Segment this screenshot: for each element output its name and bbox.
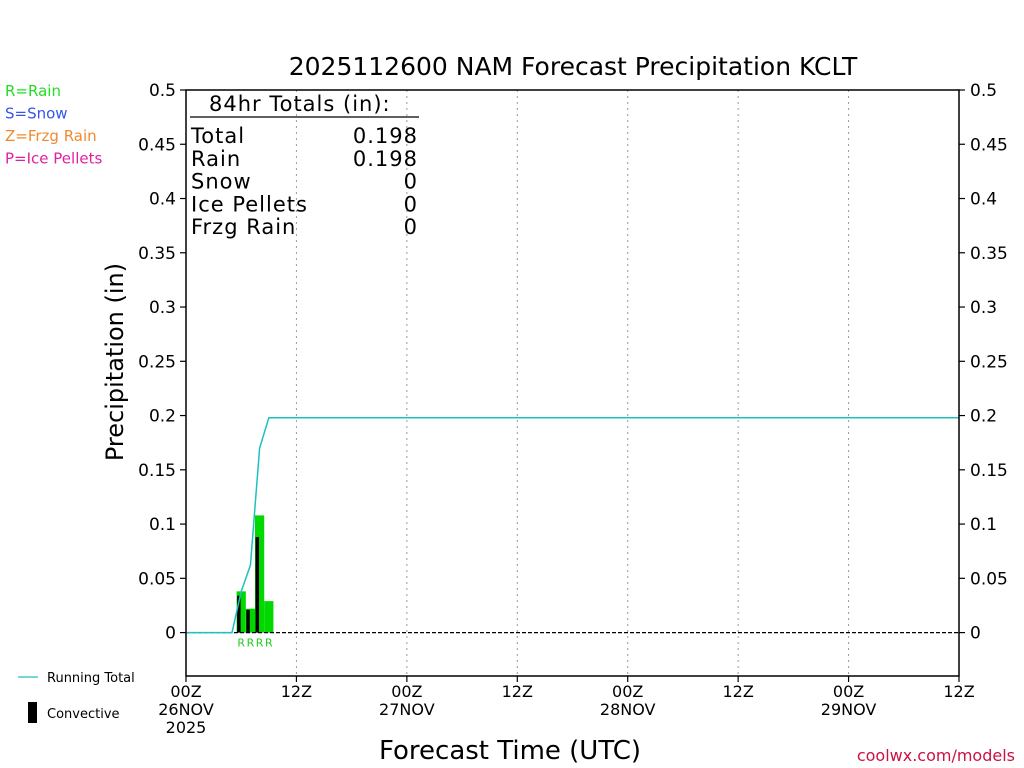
y-tick-label-right: 0.5 [970, 81, 997, 101]
totals-label: Rain [191, 147, 241, 171]
y-tick-label-right: 0.25 [970, 352, 1008, 372]
y-tick-label-left: 0 [165, 624, 176, 644]
y-tick-label-left: 0.45 [138, 135, 176, 155]
precip-bar [236, 591, 246, 633]
y-tick-label-left: 0.25 [138, 352, 176, 372]
precip-bar [255, 515, 265, 633]
y-tick-label-left: 0.35 [138, 244, 176, 264]
type-legend-item: Z=Frzg Rain [5, 127, 97, 145]
totals-value: 0 [404, 170, 418, 194]
y-tick-label-left: 0.05 [138, 569, 176, 589]
x-tick-label: 00Z [612, 682, 643, 701]
y-tick-label-right: 0.15 [970, 461, 1008, 481]
totals-value: 0.198 [353, 147, 418, 171]
x-tick-label: 28NOV [600, 700, 656, 719]
y-tick-label-left: 0.4 [149, 190, 176, 210]
x-tick-label: 29NOV [821, 700, 877, 719]
totals-label: Frzg Rain [191, 215, 296, 239]
credit-text: coolwx.com/models [857, 746, 1015, 765]
totals-label: Total [190, 124, 245, 148]
y-tick-label-left: 0.15 [138, 461, 176, 481]
x-tick-label: 00Z [170, 682, 201, 701]
chart-title: 2025112600 NAM Forecast Precipitation KC… [289, 52, 858, 81]
precip-bar [264, 601, 274, 633]
x-tick-label: 00Z [391, 682, 422, 701]
type-legend-item: P=Ice Pellets [5, 150, 102, 168]
totals-label: Snow [191, 170, 252, 194]
y-tick-label-right: 0.45 [970, 135, 1008, 155]
y-tick-label-right: 0.2 [970, 407, 997, 427]
precip-type-label: R [247, 637, 255, 650]
y-tick-label-left: 0.1 [149, 515, 176, 535]
legend-convective-label: Convective [47, 707, 120, 722]
running-total-line [186, 416, 959, 634]
y-axis-label: Precipitation (in) [101, 263, 129, 461]
totals-value: 0 [404, 192, 418, 216]
x-axis-label: Forecast Time (UTC) [379, 736, 641, 766]
y-tick-label-left: 0.3 [149, 298, 176, 318]
precip-type-label: R [256, 637, 264, 650]
plot-frame [185, 89, 960, 677]
x-tick-label: 26NOV [158, 700, 214, 719]
x-tick-label: 12Z [281, 682, 312, 701]
x-tick-label: 2025 [166, 718, 207, 737]
y-tick-label-right: 0.3 [970, 298, 997, 318]
x-tick-label: 27NOV [379, 700, 435, 719]
y-tick-label-right: 0.1 [970, 515, 997, 535]
totals-heading: 84hr Totals (in): [209, 92, 391, 116]
x-tick-label: 12Z [502, 682, 533, 701]
y-tick-label-right: 0 [970, 624, 981, 644]
totals-label: Ice Pellets [191, 192, 308, 216]
convective-bar [246, 609, 250, 633]
y-tick-label-left: 0.5 [149, 81, 176, 101]
x-tick-label: 12Z [722, 682, 753, 701]
precip-bar [245, 608, 256, 633]
x-tick-label: 00Z [833, 682, 864, 701]
x-tick-label: 12Z [943, 682, 974, 701]
legend-running-total-label: Running Total [47, 671, 135, 686]
legend-convective-swatch [28, 702, 37, 723]
precip-type-label: R [237, 637, 245, 650]
y-tick-label-right: 0.05 [970, 569, 1008, 589]
y-tick-label-right: 0.4 [970, 190, 997, 210]
y-tick-label-left: 0.2 [149, 407, 176, 427]
totals-value: 0.198 [353, 124, 418, 148]
type-legend-item: S=Snow [5, 105, 68, 123]
totals-value: 0 [404, 215, 418, 239]
convective-bar [237, 595, 241, 633]
precip-type-label: R [265, 637, 273, 650]
convective-bar [255, 537, 260, 633]
y-tick-label-right: 0.35 [970, 244, 1008, 264]
type-legend-item: R=Rain [5, 82, 61, 100]
